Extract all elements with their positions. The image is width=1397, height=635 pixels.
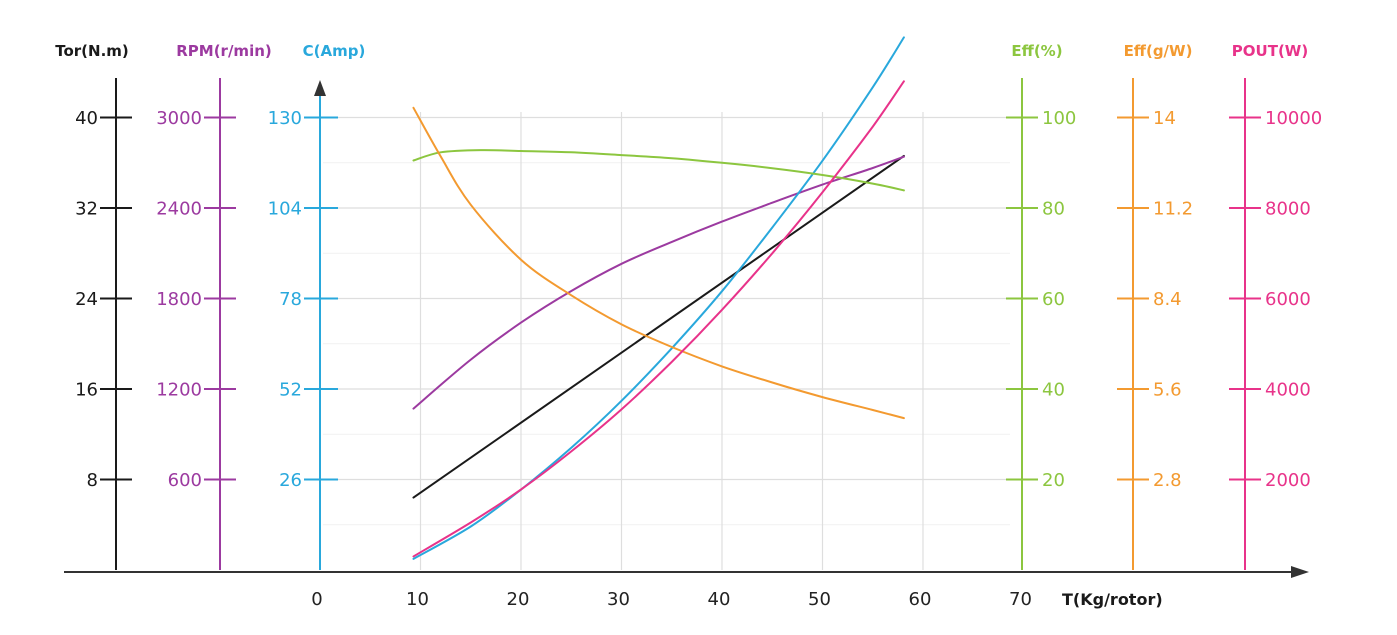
eff-series-line bbox=[412, 149, 905, 192]
eff-tick-label: 100 bbox=[1042, 108, 1076, 129]
rpm-r-min-tick-label: 1800 bbox=[156, 289, 202, 310]
pout-w-tick-label: 6000 bbox=[1265, 289, 1311, 310]
x-tick-label: 60 bbox=[909, 589, 932, 610]
c-amp-tick-label: 130 bbox=[268, 108, 302, 129]
c-amp-tick-label: 26 bbox=[279, 470, 302, 491]
tor-n-m-tick-label: 32 bbox=[75, 199, 98, 220]
pout-w-tick-label: 2000 bbox=[1265, 470, 1311, 491]
eff-tick-label: 20 bbox=[1042, 470, 1065, 491]
eff-tick-label: 60 bbox=[1042, 289, 1065, 310]
x-tick-label: 30 bbox=[607, 589, 630, 610]
rpm-r-min-tick-label: 2400 bbox=[156, 199, 202, 220]
eff-g-w-tick-label: 14 bbox=[1153, 108, 1176, 129]
rpm-r-min-axis-title: RPM(r/min) bbox=[176, 42, 272, 60]
x-tick-label: 70 bbox=[1009, 589, 1032, 610]
x-axis-title: T(Kg/rotor) bbox=[1062, 590, 1163, 609]
eff-g-w-tick-label: 8.4 bbox=[1153, 289, 1182, 310]
rpm-r-min-series-line bbox=[412, 155, 905, 410]
y-axis-arrow-icon bbox=[314, 80, 326, 96]
x-axis-arrow-icon bbox=[1291, 566, 1309, 578]
tor-n-m-tick-label: 40 bbox=[75, 108, 98, 129]
tor-n-m-series-line bbox=[412, 154, 905, 499]
c-amp-tick-label: 104 bbox=[268, 199, 302, 220]
x-tick-label: 0 bbox=[311, 589, 322, 610]
x-tick-label: 20 bbox=[507, 589, 530, 610]
rpm-r-min-tick-label: 3000 bbox=[156, 108, 202, 129]
pout-w-tick-label: 10000 bbox=[1265, 108, 1322, 129]
eff-tick-label: 80 bbox=[1042, 199, 1065, 220]
grid bbox=[323, 112, 1010, 570]
eff-tick-label: 40 bbox=[1042, 380, 1065, 401]
eff-g-w-tick-label: 5.6 bbox=[1153, 380, 1182, 401]
tor-n-m-axis-title: Tor(N.m) bbox=[55, 42, 129, 60]
x-axis: 0 10 20 30 40 50 60 70 T(Kg/rotor) bbox=[64, 566, 1309, 610]
tor-n-m-tick-label: 24 bbox=[75, 289, 98, 310]
eff-g-w-tick-label: 11.2 bbox=[1153, 199, 1193, 220]
series-lines bbox=[412, 36, 905, 560]
pout-w-tick-label: 8000 bbox=[1265, 199, 1311, 220]
pout-w-series-line bbox=[412, 80, 905, 558]
x-tick-label: 40 bbox=[708, 589, 731, 610]
eff-g-w-series-line bbox=[412, 106, 905, 420]
c-amp-tick-label: 78 bbox=[279, 289, 302, 310]
pout-w-axis-title: POUT(W) bbox=[1232, 42, 1308, 60]
x-tick-label: 10 bbox=[406, 589, 429, 610]
rpm-r-min-tick-label: 1200 bbox=[156, 380, 202, 401]
y-axes: Tor(N.m) 8 16 24 32 40 RPM(r/min) 600 1200 1800 24… bbox=[55, 42, 1322, 570]
eff-g-w-tick-label: 2.8 bbox=[1153, 470, 1182, 491]
x-tick-label: 50 bbox=[808, 589, 831, 610]
c-amp-axis-title: C(Amp) bbox=[303, 42, 366, 60]
eff-axis-title: Eff(%) bbox=[1011, 42, 1062, 60]
pout-w-tick-label: 4000 bbox=[1265, 380, 1311, 401]
tor-n-m-tick-label: 8 bbox=[87, 470, 98, 491]
c-amp-tick-label: 52 bbox=[279, 380, 302, 401]
eff-g-w-axis-title: Eff(g/W) bbox=[1124, 42, 1193, 60]
tor-n-m-tick-label: 16 bbox=[75, 380, 98, 401]
rpm-r-min-tick-label: 600 bbox=[168, 470, 202, 491]
